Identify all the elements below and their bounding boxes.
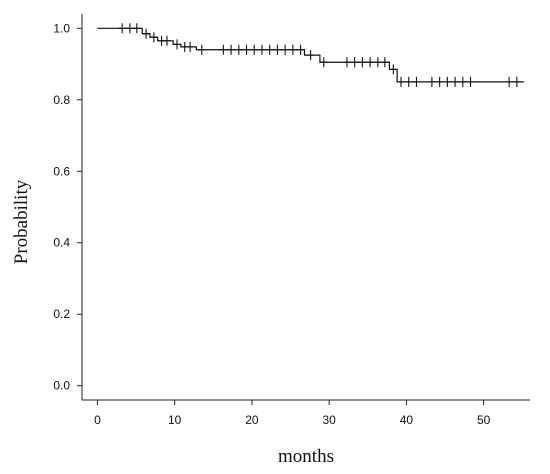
censor-mark	[265, 44, 274, 55]
censor-mark	[227, 44, 236, 55]
censor-mark	[373, 57, 382, 68]
y-tick-label: 0.8	[53, 93, 70, 107]
censor-mark	[173, 39, 182, 50]
censor-mark	[342, 57, 351, 68]
censor-mark	[219, 44, 228, 55]
plot-area	[97, 23, 524, 87]
censor-mark	[149, 32, 158, 43]
censor-mark	[118, 23, 127, 34]
censor-mark	[427, 76, 436, 87]
censor-mark	[397, 76, 406, 87]
censor-mark	[288, 44, 297, 55]
x-tick-label: 50	[477, 413, 491, 427]
censor-mark	[451, 76, 460, 87]
censor-mark	[142, 28, 151, 39]
censor-mark	[366, 57, 375, 68]
censor-mark	[132, 23, 141, 34]
y-tick-label: 1.0	[53, 21, 70, 35]
censor-mark	[250, 44, 259, 55]
y-tick-label: 0.0	[53, 379, 70, 393]
x-tick-label: 30	[322, 413, 336, 427]
censor-mark	[186, 41, 195, 52]
y-tick-label: 0.4	[53, 236, 70, 250]
censor-mark	[197, 44, 206, 55]
censor-mark	[281, 44, 290, 55]
censor-mark	[458, 76, 467, 87]
x-axis-title: months	[278, 446, 334, 467]
censor-mark	[512, 76, 521, 87]
censor-mark	[273, 44, 282, 55]
y-tick-label: 0.2	[53, 307, 70, 321]
censor-mark	[296, 44, 305, 55]
censor-mark	[389, 64, 398, 75]
x-tick-label: 10	[168, 413, 182, 427]
censor-mark	[306, 50, 315, 61]
censor-mark	[404, 76, 413, 87]
censor-mark	[234, 44, 243, 55]
censor-mark	[125, 23, 134, 34]
censor-mark	[435, 76, 444, 87]
censor-mark	[358, 57, 367, 68]
censor-mark	[257, 44, 266, 55]
y-axis-title: Probability	[11, 179, 32, 264]
censor-mark	[505, 76, 514, 87]
censor-mark	[319, 57, 328, 68]
censor-mark	[380, 57, 389, 68]
censor-mark	[350, 57, 359, 68]
censor-mark	[443, 76, 452, 87]
censor-mark	[162, 35, 171, 46]
axes: 0.0 0.2 0.4 0.6 0.8 1.0 0 10 20 30 40 50	[53, 14, 530, 427]
y-tick-label: 0.6	[53, 164, 70, 178]
censor-mark	[242, 44, 251, 55]
x-tick-label: 0	[94, 413, 101, 427]
censor-mark	[466, 76, 475, 87]
x-tick-label: 40	[400, 413, 414, 427]
censor-mark	[412, 76, 421, 87]
x-tick-label: 20	[245, 413, 259, 427]
